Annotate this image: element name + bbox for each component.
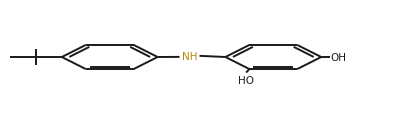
Text: OH: OH bbox=[331, 53, 347, 62]
Text: NH: NH bbox=[182, 52, 197, 62]
Text: HO: HO bbox=[238, 75, 254, 85]
